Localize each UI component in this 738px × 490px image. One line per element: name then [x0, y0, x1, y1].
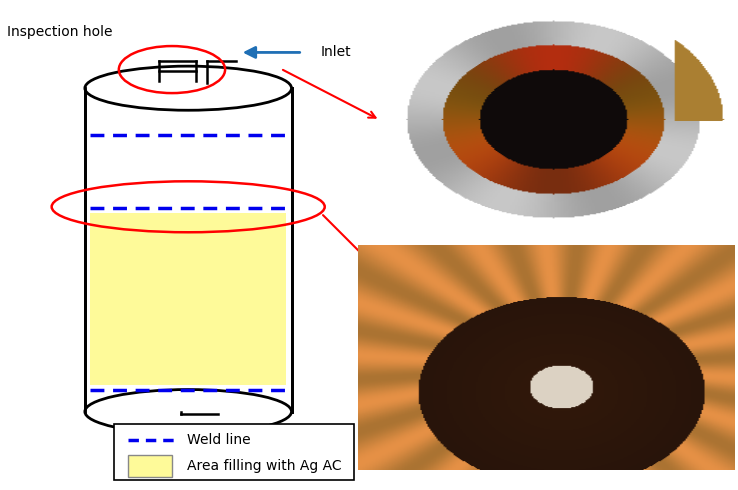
Text: Inlet: Inlet [321, 46, 351, 59]
Text: Weld line: Weld line [187, 433, 250, 446]
Ellipse shape [85, 390, 292, 434]
Ellipse shape [85, 66, 292, 110]
Text: Area filling with Ag AC: Area filling with Ag AC [187, 459, 342, 473]
Bar [90, 213, 286, 385]
Bar [114, 424, 354, 480]
Text: outlet: outlet [269, 438, 310, 451]
Bar [128, 455, 172, 477]
Bar [85, 88, 292, 412]
Text: Inspection hole: Inspection hole [7, 25, 113, 39]
